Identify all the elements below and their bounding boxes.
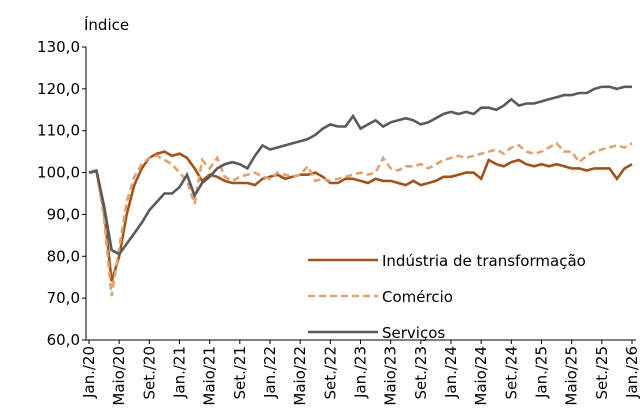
x-tick-label: Maio/21 [201,346,219,406]
y-tick-label: 100,0 [37,164,80,182]
y-tick-label: 90,0 [47,205,80,223]
x-tick-label: Set./24 [502,346,520,400]
x-tick-label: Set./25 [593,346,611,400]
x-tick-label: Jan./21 [171,346,189,399]
series-line [88,141,633,297]
y-tick-label: 110,0 [37,122,80,140]
y-axis-label: Índice [84,15,129,34]
x-tick-label: Maio/20 [110,346,128,406]
x-tick-label: Jan./20 [80,346,98,399]
x-tick-label: Jan./23 [352,346,370,399]
x-tick-label: Jan./25 [533,346,551,399]
x-tick-label: Set./22 [321,346,339,400]
x-tick-label: Maio/25 [563,346,581,406]
series-line [88,150,633,282]
x-tick-label: Set./21 [231,346,249,400]
legend-label: Comércio [382,288,453,306]
x-tick-label: Maio/24 [472,346,490,406]
y-tick-label: 70,0 [47,289,80,307]
y-tick-label: 120,0 [37,80,80,98]
series-line [88,85,632,256]
x-tick-label: Maio/22 [291,346,309,406]
x-tick-label: Jan./24 [442,346,460,399]
y-tick-label: 80,0 [47,247,80,265]
x-tick-label: Set./20 [140,346,158,400]
x-tick-label: Set./23 [412,346,430,400]
x-tick-label: Maio/23 [382,346,400,406]
y-tick-label: 130,0 [37,38,80,56]
y-tick-label: 60,0 [47,331,80,349]
x-tick-label: Jan./26 [623,346,640,399]
legend-label: Serviços [382,324,445,342]
x-tick-label: Jan./22 [261,346,279,399]
legend-label: Indústria de transformação [382,252,586,270]
